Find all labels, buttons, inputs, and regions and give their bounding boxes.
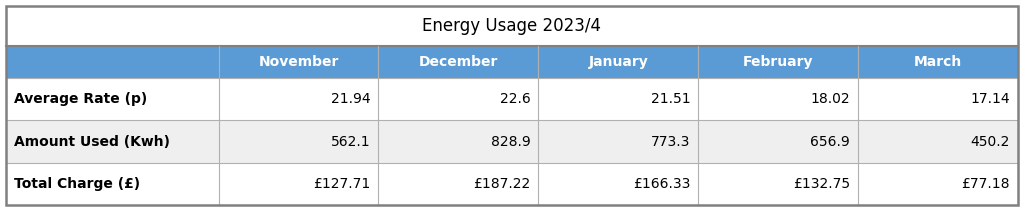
Text: £77.18: £77.18	[962, 177, 1010, 191]
Bar	[6, 120, 1018, 163]
Text: 562.1: 562.1	[331, 134, 371, 149]
Text: 18.02: 18.02	[810, 92, 850, 106]
Text: Total Charge (£): Total Charge (£)	[14, 177, 140, 191]
Text: £187.22: £187.22	[473, 177, 530, 191]
Text: 17.14: 17.14	[971, 92, 1010, 106]
Text: 656.9: 656.9	[810, 134, 850, 149]
Text: £127.71: £127.71	[313, 177, 371, 191]
Text: 21.51: 21.51	[650, 92, 690, 106]
Text: Energy Usage 2023/4: Energy Usage 2023/4	[423, 17, 601, 35]
Text: Average Rate (p): Average Rate (p)	[14, 92, 147, 106]
Text: 828.9: 828.9	[490, 134, 530, 149]
Bar	[6, 78, 1018, 120]
Bar	[6, 46, 1018, 78]
Text: November: November	[258, 55, 339, 69]
Text: Amount Used (Kwh): Amount Used (Kwh)	[14, 134, 170, 149]
Text: February: February	[742, 55, 813, 69]
Text: £132.75: £132.75	[793, 177, 850, 191]
Text: December: December	[419, 55, 498, 69]
Text: January: January	[589, 55, 648, 69]
Bar	[6, 6, 1018, 46]
Bar	[6, 163, 1018, 205]
Text: £166.33: £166.33	[633, 177, 690, 191]
Text: 773.3: 773.3	[651, 134, 690, 149]
Text: 22.6: 22.6	[500, 92, 530, 106]
Text: 21.94: 21.94	[331, 92, 371, 106]
Text: 450.2: 450.2	[971, 134, 1010, 149]
Text: March: March	[914, 55, 963, 69]
